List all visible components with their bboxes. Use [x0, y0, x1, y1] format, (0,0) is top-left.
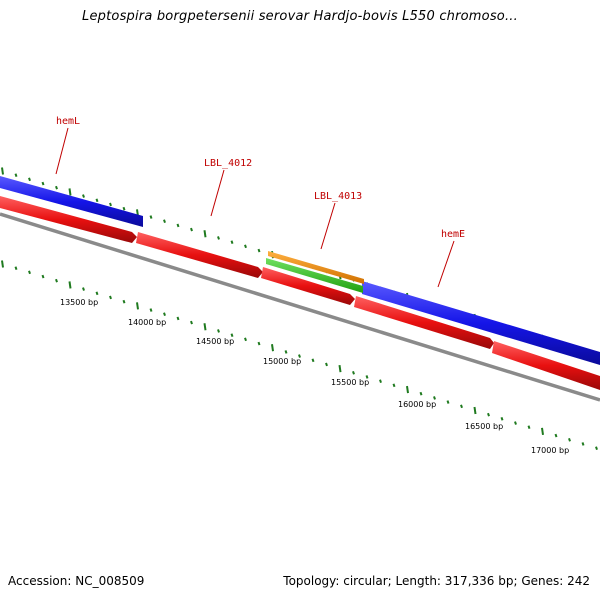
minor-tick — [82, 287, 85, 291]
major-tick — [271, 344, 274, 352]
minor-tick — [446, 400, 450, 404]
ruler-label-13500: 13500 bp — [60, 298, 98, 307]
gene-label-LBL_4013: LBL_4013 — [314, 191, 362, 202]
minor-tick — [554, 433, 558, 438]
accession-text: Accession: NC_008509 — [8, 574, 145, 588]
ruler-label-16500: 16500 bp — [465, 422, 503, 431]
minor-tick — [284, 350, 288, 354]
minor-tick — [55, 185, 58, 190]
ruler-label-14000: 14000 bp — [128, 318, 166, 327]
minor-tick — [230, 333, 234, 337]
minor-tick — [190, 227, 193, 232]
minor-tick — [41, 274, 45, 279]
major-tick — [136, 302, 139, 310]
minor-tick — [419, 391, 423, 396]
orange-feature[interactable] — [268, 251, 364, 284]
reverse-cds-3[interactable] — [261, 267, 355, 305]
minor-tick — [460, 404, 463, 409]
major-tick — [1, 260, 4, 268]
major-tick — [1, 167, 4, 175]
major-tick — [68, 188, 72, 196]
minor-tick — [298, 354, 301, 358]
inner-tick-ruler — [1, 260, 598, 450]
ruler-label-15500: 15500 bp — [331, 378, 369, 387]
minor-tick — [257, 248, 261, 253]
minor-tick — [581, 442, 585, 446]
minor-tick — [217, 329, 220, 333]
hemL-leader — [55, 127, 69, 175]
minor-tick — [244, 244, 247, 249]
ruler-label-16000: 16000 bp — [398, 400, 436, 409]
minor-tick — [176, 223, 180, 228]
minor-tick — [163, 219, 166, 224]
minor-tick — [82, 194, 85, 198]
minor-tick — [149, 308, 153, 312]
minor-tick — [514, 421, 517, 425]
minor-tick — [257, 341, 261, 346]
major-tick — [541, 427, 544, 436]
minor-tick — [595, 446, 598, 450]
minor-tick — [14, 173, 18, 178]
minor-tick — [500, 417, 504, 421]
minor-tick — [244, 337, 247, 342]
minor-tick — [163, 312, 166, 317]
reverse-cds-2[interactable] — [136, 232, 263, 278]
gene-label-hemE: hemE — [441, 229, 465, 240]
major-tick — [203, 230, 207, 238]
major-tick — [473, 406, 477, 415]
ruler-label-14500: 14500 bp — [196, 337, 234, 346]
minor-tick — [14, 266, 18, 271]
topology-text: Topology: circular; Length: 317,336 bp; … — [283, 574, 590, 588]
major-tick — [406, 385, 409, 394]
reverse-cds-4[interactable] — [354, 296, 494, 349]
minor-tick — [568, 437, 571, 442]
backbone-line — [0, 212, 600, 402]
minor-tick — [109, 202, 112, 207]
major-tick — [68, 281, 72, 289]
minor-tick — [392, 383, 396, 388]
minor-tick — [487, 412, 490, 417]
green-feature[interactable] — [266, 258, 363, 293]
gene-label-hemL: hemL — [56, 116, 80, 127]
reverse-cds-5[interactable] — [492, 341, 600, 390]
map-title: Leptospira borgpetersenii serovar Hardjo… — [82, 9, 518, 24]
major-tick — [338, 364, 342, 373]
ruler-label-15000: 15000 bp — [263, 357, 301, 366]
minor-tick — [352, 370, 355, 375]
minor-tick — [176, 316, 180, 321]
reverse-cds-1[interactable] — [0, 196, 137, 243]
minor-tick — [433, 396, 436, 400]
minor-tick — [311, 358, 315, 363]
minor-tick — [122, 206, 126, 211]
gene-hemE-feature[interactable] — [362, 281, 600, 365]
minor-tick — [190, 320, 193, 325]
minor-tick — [325, 362, 328, 367]
minor-tick — [28, 270, 31, 275]
minor-tick — [217, 236, 220, 240]
ruler-label-17000: 17000 bp — [531, 446, 569, 455]
minor-tick — [109, 295, 112, 300]
gene-label-LBL_4012: LBL_4012 — [204, 158, 252, 169]
gene-hemL-feature[interactable] — [0, 176, 143, 227]
LBL_4013-leader — [320, 202, 336, 250]
minor-tick — [55, 278, 58, 283]
minor-tick — [95, 198, 99, 203]
major-tick — [203, 323, 207, 331]
minor-tick — [365, 375, 369, 379]
minor-tick — [28, 177, 31, 182]
minor-tick — [95, 291, 99, 296]
minor-tick — [41, 181, 45, 186]
minor-tick — [527, 425, 531, 430]
minor-tick — [379, 379, 382, 383]
hemE-leader — [437, 240, 455, 288]
LBL_4012-leader — [210, 169, 225, 217]
minor-tick — [149, 215, 153, 219]
minor-tick — [122, 299, 126, 304]
minor-tick — [230, 240, 234, 244]
